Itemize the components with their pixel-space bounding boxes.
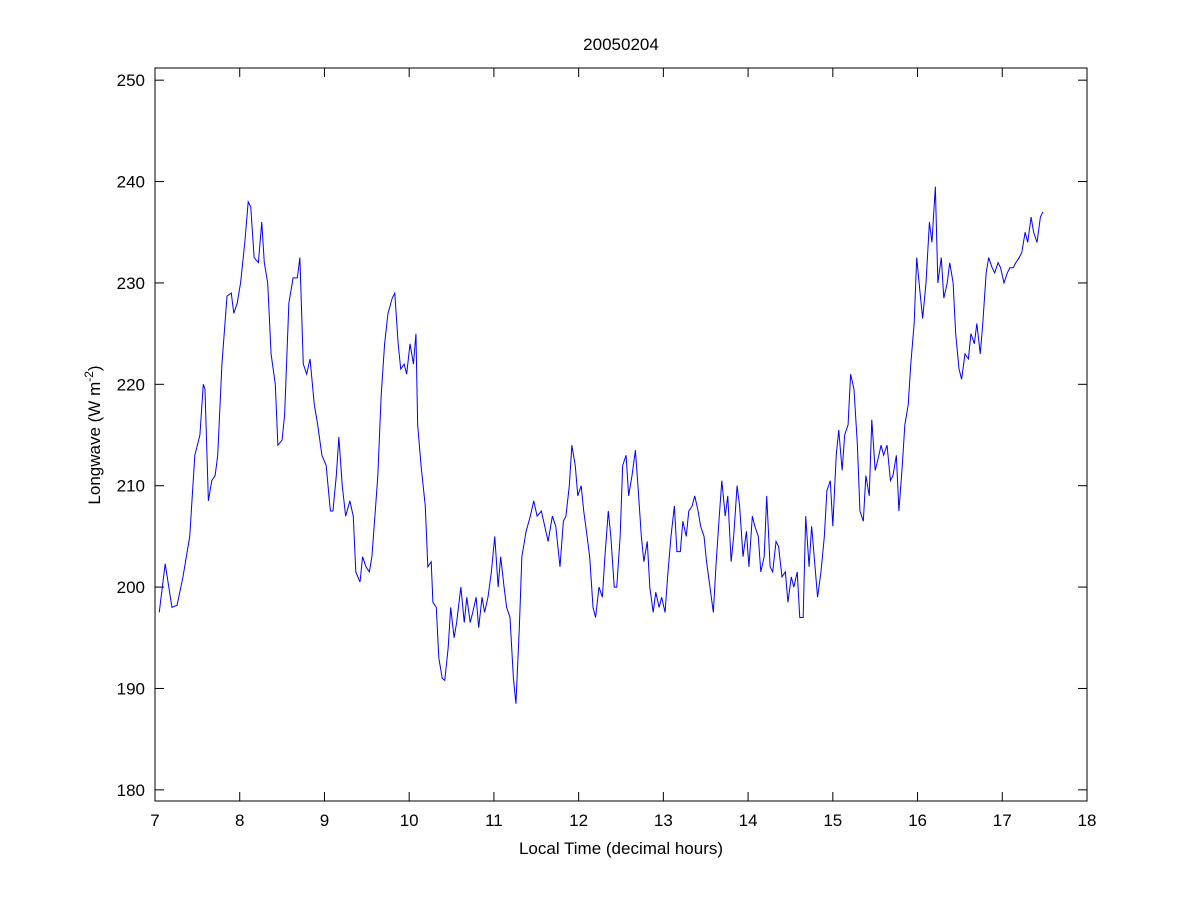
y-tick-label: 230 — [117, 274, 145, 293]
y-axis-label-text: Longwave (W m — [85, 382, 104, 505]
y-tick-label: 220 — [117, 375, 145, 394]
x-tick-label: 11 — [485, 811, 503, 830]
y-axis-label: Longwave (W m-2) — [82, 365, 104, 504]
x-tick-label: 14 — [739, 811, 758, 830]
y-tick-label: 180 — [117, 781, 145, 800]
x-tick-label: 12 — [569, 811, 588, 830]
data-line — [158, 186, 1044, 704]
y-tick-label: 250 — [117, 71, 145, 90]
x-axis-label: Local Time (decimal hours) — [519, 839, 723, 858]
x-tick-label: 15 — [823, 811, 842, 830]
x-tick-label: 8 — [235, 811, 244, 830]
y-tick-label: 210 — [117, 477, 145, 496]
y-tick-label: 200 — [117, 578, 145, 597]
y-axis-label-end: ) — [85, 365, 104, 371]
x-tick-label: 18 — [1078, 811, 1097, 830]
y-axis-label-exponent: -2 — [82, 371, 96, 382]
x-tick-label: 16 — [908, 811, 927, 830]
x-tick-label: 9 — [320, 811, 329, 830]
chart-title: 20050204 — [583, 35, 659, 54]
x-tick-label: 17 — [993, 811, 1012, 830]
x-tick-label: 13 — [654, 811, 673, 830]
x-tick-label: 7 — [150, 811, 159, 830]
y-tick-label: 240 — [117, 173, 145, 192]
plot-area — [154, 67, 1088, 802]
x-tick-label: 10 — [400, 811, 419, 830]
y-tick-label: 190 — [117, 679, 145, 698]
